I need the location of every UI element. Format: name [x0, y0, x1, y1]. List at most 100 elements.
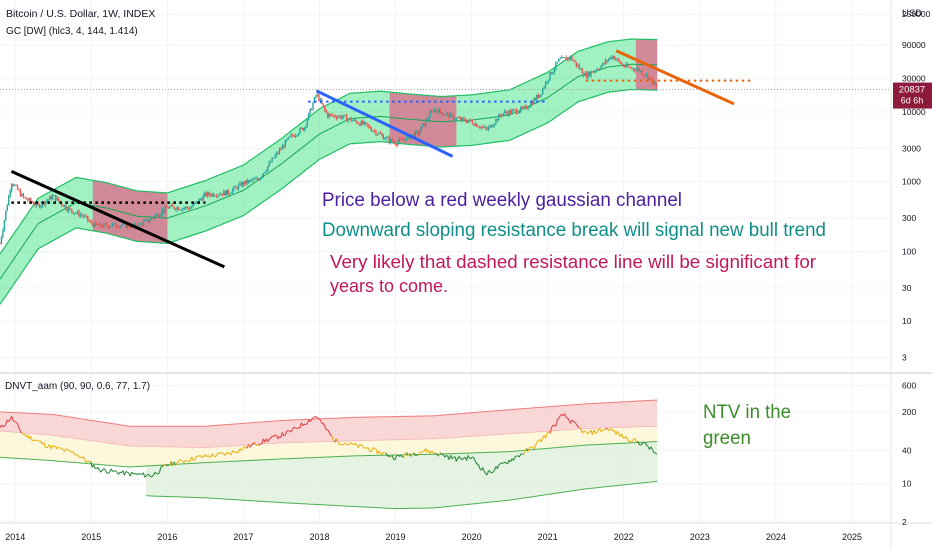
candle-body: [628, 66, 630, 68]
oscillator-segment: [158, 466, 162, 473]
candle-body: [138, 223, 140, 228]
candle-body: [259, 177, 262, 181]
oscillator-segment: [97, 466, 100, 471]
oscillator-segment: [504, 461, 507, 464]
oscillator-segment: [584, 431, 587, 433]
price-pane[interactable]: [0, 38, 890, 305]
candle-body: [357, 123, 360, 125]
candle-body: [88, 220, 90, 222]
candle-body: [32, 202, 35, 205]
candle-body: [65, 205, 67, 210]
candle-body: [18, 189, 20, 191]
candle-body: [6, 205, 9, 211]
price-axis[interactable]: USD 250000 90000 30000 10000 3000 1000 300 100 3…: [902, 8, 931, 363]
oscillator-axis[interactable]: 600 200 40 10 2: [902, 381, 916, 527]
candle-body: [250, 180, 253, 181]
candle-body: [555, 62, 557, 69]
oscillator-segment: [637, 440, 640, 445]
candle-body: [24, 196, 26, 198]
candle-body: [128, 224, 130, 227]
candle-body: [635, 69, 638, 71]
oscillator-segment: [549, 427, 553, 434]
oscillator-segment: [533, 445, 536, 450]
candle-body: [378, 132, 380, 135]
oscillator-segment: [104, 469, 108, 474]
candle-body: [224, 190, 226, 196]
candle-body: [413, 134, 415, 138]
oscillator-pane[interactable]: [0, 399, 658, 510]
price-tick: 30000: [902, 74, 926, 84]
oscillator-segment: [461, 457, 465, 460]
candle-body: [479, 127, 481, 128]
candle-body: [411, 134, 414, 136]
oscillator-segment: [163, 463, 166, 466]
candle-body: [458, 117, 461, 119]
candle-body: [35, 202, 38, 206]
candle-body: [139, 223, 142, 225]
candle-body: [348, 117, 351, 119]
time-axis[interactable]: 2014 2015 2016 2017 2018 2019 2020 2021 2022 2023…: [5, 532, 862, 542]
candle-body: [129, 226, 131, 228]
candle-body: [103, 223, 105, 228]
candle-body: [133, 223, 136, 226]
candle-body: [277, 152, 279, 154]
candle-body: [151, 218, 153, 220]
candle-body: [122, 223, 124, 226]
candle-body: [15, 184, 17, 186]
oscillator-segment: [439, 452, 443, 456]
candle-body: [281, 145, 284, 150]
oscillator-segment: [486, 470, 490, 476]
annotation-breakout: Downward sloping resistance break will s…: [322, 220, 826, 241]
candle-body: [531, 102, 534, 105]
candle-body: [192, 203, 194, 207]
candle-body: [310, 108, 313, 110]
candle-body: [297, 133, 300, 136]
candle-body: [499, 114, 501, 116]
candle-body: [154, 215, 156, 219]
candle-body: [40, 205, 42, 208]
candle-body: [441, 111, 443, 115]
oscillator-segment: [574, 421, 577, 425]
candle-body: [565, 57, 567, 61]
oscillator-segment: [489, 471, 492, 474]
candle-body: [104, 223, 107, 225]
candle-body: [613, 55, 616, 60]
candle-body: [429, 112, 431, 119]
candle-body: [66, 209, 68, 212]
candle-body: [596, 69, 598, 71]
candle-body: [261, 176, 263, 178]
oscillator-segment: [362, 445, 365, 449]
candle-body: [468, 119, 471, 122]
channel-band-red: [92, 180, 168, 244]
candle-body: [492, 125, 494, 128]
candle-body: [201, 199, 203, 201]
candle-body: [585, 73, 588, 78]
candle-body: [623, 66, 626, 68]
candle-body: [249, 180, 251, 181]
candle-body: [384, 138, 386, 140]
candle-body: [417, 131, 420, 135]
candle-body: [84, 215, 86, 217]
candle-body: [202, 195, 205, 201]
oscillator-segment: [306, 419, 310, 424]
indicator-label[interactable]: GC [DW] (hlc3, 4, 144, 1.414): [6, 26, 138, 37]
candle-body: [615, 59, 617, 61]
oscillator-label[interactable]: DNVT_aam (90, 90, 0.6, 77, 1.7): [5, 381, 150, 392]
candle-body: [319, 99, 322, 102]
oscillator-yellow-zone: [0, 426, 658, 467]
oscillator-segment: [220, 452, 223, 454]
oscillator-segment: [421, 451, 424, 453]
candle-body: [166, 206, 168, 208]
oscillator-segment: [581, 430, 585, 434]
oscillator-segment: [224, 452, 228, 456]
oscillator-segment: [551, 424, 554, 428]
oscillator-segment: [52, 445, 55, 448]
oscillator-segment: [188, 460, 191, 463]
oscillator-segment: [318, 418, 321, 421]
candle-body: [580, 68, 582, 70]
oscillator-segment: [295, 427, 298, 430]
candle-body: [217, 194, 219, 197]
candle-body: [356, 121, 358, 124]
candle-body: [209, 194, 212, 197]
